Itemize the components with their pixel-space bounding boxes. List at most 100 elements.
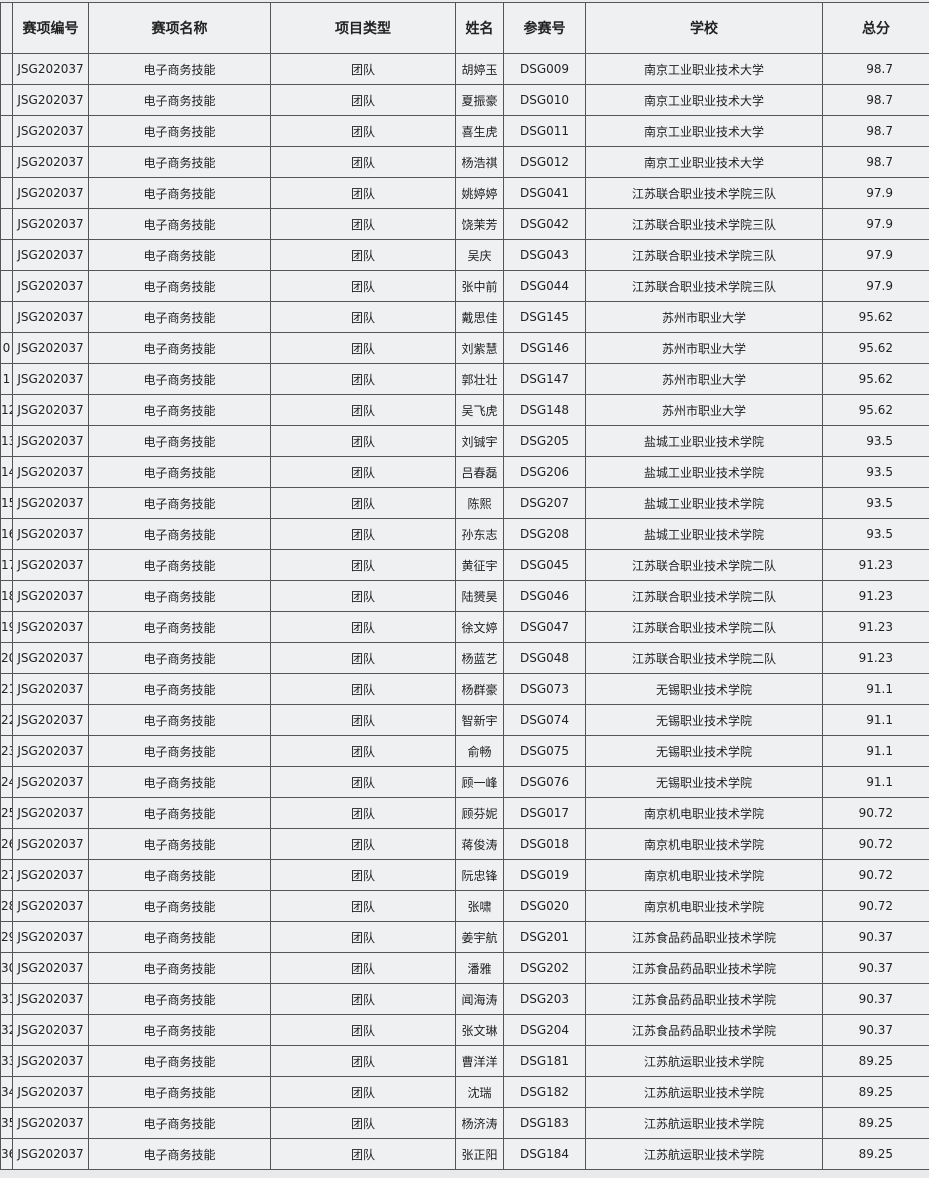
total-score: 97.9: [823, 240, 929, 271]
school: 无锡职业技术学院: [586, 674, 823, 705]
student-name: 刘铖宇: [456, 426, 504, 457]
student-name: 杨浩祺: [456, 147, 504, 178]
event-code: JSG202037: [13, 457, 89, 488]
event-code: JSG202037: [13, 550, 89, 581]
entry-number: DSG203: [504, 984, 586, 1015]
event-name: 电子商务技能: [89, 302, 271, 333]
student-name: 陆赟昊: [456, 581, 504, 612]
project-type: 团队: [271, 457, 456, 488]
project-type: 团队: [271, 1077, 456, 1108]
event-name: 电子商务技能: [89, 767, 271, 798]
event-code: JSG202037: [13, 240, 89, 271]
entry-number: DSG208: [504, 519, 586, 550]
total-score: 90.37: [823, 1015, 929, 1046]
row-number: 1: [1, 364, 13, 395]
total-score: 91.1: [823, 736, 929, 767]
entry-number: DSG073: [504, 674, 586, 705]
table-row: 21JSG202037电子商务技能团队杨群豪DSG073无锡职业技术学院91.1: [1, 674, 929, 705]
entry-number: DSG046: [504, 581, 586, 612]
school: 苏州市职业大学: [586, 364, 823, 395]
student-name: 沈瑞: [456, 1077, 504, 1108]
total-score: 89.25: [823, 1139, 929, 1170]
column-header: 姓名: [456, 3, 504, 54]
total-score: 91.23: [823, 643, 929, 674]
school: 江苏航运职业技术学院: [586, 1108, 823, 1139]
total-score: 91.23: [823, 550, 929, 581]
school: 江苏联合职业技术学院二队: [586, 643, 823, 674]
entry-number: DSG043: [504, 240, 586, 271]
student-name: 戴思佳: [456, 302, 504, 333]
row-number: 24: [1, 767, 13, 798]
event-code: JSG202037: [13, 984, 89, 1015]
student-name: 饶茉芳: [456, 209, 504, 240]
event-name: 电子商务技能: [89, 333, 271, 364]
student-name: 杨济涛: [456, 1108, 504, 1139]
student-name: 俞畅: [456, 736, 504, 767]
entry-number: DSG145: [504, 302, 586, 333]
entry-number: DSG042: [504, 209, 586, 240]
student-name: 张文琳: [456, 1015, 504, 1046]
school: 无锡职业技术学院: [586, 705, 823, 736]
student-name: 蒋俊涛: [456, 829, 504, 860]
entry-number: DSG184: [504, 1139, 586, 1170]
event-name: 电子商务技能: [89, 1046, 271, 1077]
entry-number: DSG074: [504, 705, 586, 736]
school: 江苏航运职业技术学院: [586, 1077, 823, 1108]
row-number: 21: [1, 674, 13, 705]
school: 南京机电职业技术学院: [586, 798, 823, 829]
table-row: 26JSG202037电子商务技能团队蒋俊涛DSG018南京机电职业技术学院90…: [1, 829, 929, 860]
event-name: 电子商务技能: [89, 674, 271, 705]
project-type: 团队: [271, 240, 456, 271]
school: 江苏航运职业技术学院: [586, 1139, 823, 1170]
school: 盐城工业职业技术学院: [586, 519, 823, 550]
school: 江苏联合职业技术学院三队: [586, 271, 823, 302]
event-code: JSG202037: [13, 147, 89, 178]
school: 苏州市职业大学: [586, 333, 823, 364]
row-number: 30: [1, 953, 13, 984]
student-name: 潘雅: [456, 953, 504, 984]
event-code: JSG202037: [13, 178, 89, 209]
entry-number: DSG147: [504, 364, 586, 395]
row-number: 18: [1, 581, 13, 612]
project-type: 团队: [271, 860, 456, 891]
entry-number: DSG011: [504, 116, 586, 147]
student-name: 杨群豪: [456, 674, 504, 705]
student-name: 黄征宇: [456, 550, 504, 581]
project-type: 团队: [271, 1046, 456, 1077]
event-name: 电子商务技能: [89, 85, 271, 116]
event-name: 电子商务技能: [89, 736, 271, 767]
table-row: 34JSG202037电子商务技能团队沈瑞DSG182江苏航运职业技术学院89.…: [1, 1077, 929, 1108]
row-number: 22: [1, 705, 13, 736]
student-name: 姜宇航: [456, 922, 504, 953]
row-number: [1, 302, 13, 333]
school: 苏州市职业大学: [586, 395, 823, 426]
total-score: 95.62: [823, 333, 929, 364]
entry-number: DSG075: [504, 736, 586, 767]
student-name: 顾芬妮: [456, 798, 504, 829]
column-header: 赛项编号: [13, 3, 89, 54]
table-row: 24JSG202037电子商务技能团队顾一峰DSG076无锡职业技术学院91.1: [1, 767, 929, 798]
student-name: 郭壮壮: [456, 364, 504, 395]
table-row: 15JSG202037电子商务技能团队陈熙DSG207盐城工业职业技术学院93.…: [1, 488, 929, 519]
student-name: 张正阳: [456, 1139, 504, 1170]
event-name: 电子商务技能: [89, 1077, 271, 1108]
student-name: 孙东志: [456, 519, 504, 550]
total-score: 93.5: [823, 457, 929, 488]
student-name: 吴庆: [456, 240, 504, 271]
project-type: 团队: [271, 364, 456, 395]
row-number: 23: [1, 736, 13, 767]
table-row: 19JSG202037电子商务技能团队徐文婷DSG047江苏联合职业技术学院二队…: [1, 612, 929, 643]
school: 江苏联合职业技术学院二队: [586, 550, 823, 581]
table-row: 28JSG202037电子商务技能团队张啸DSG020南京机电职业技术学院90.…: [1, 891, 929, 922]
row-number: 16: [1, 519, 13, 550]
student-name: 徐文婷: [456, 612, 504, 643]
event-name: 电子商务技能: [89, 54, 271, 85]
total-score: 97.9: [823, 178, 929, 209]
school: 盐城工业职业技术学院: [586, 488, 823, 519]
student-name: 吕春磊: [456, 457, 504, 488]
